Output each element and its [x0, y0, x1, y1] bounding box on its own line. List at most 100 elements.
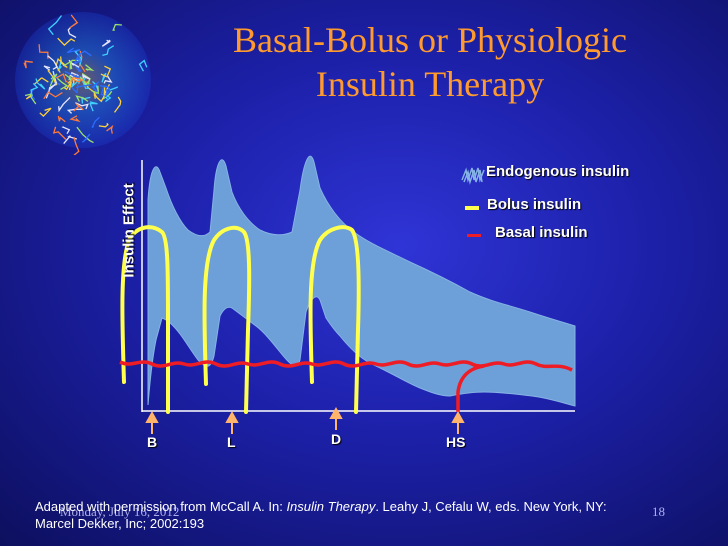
logo-strand — [57, 115, 66, 123]
logo-strand — [66, 108, 83, 114]
legend-bolus-label: Bolus insulin — [487, 196, 582, 213]
tick-label-b: B — [147, 434, 158, 450]
logo-strand — [47, 55, 58, 70]
title-line-2: Insulin Therapy — [315, 64, 545, 104]
logo-strand — [63, 81, 72, 91]
bolus-curve-breakfast — [120, 225, 170, 414]
citation-prefix: Adapted with permission from McCall A. I… — [35, 499, 287, 514]
logo-strand — [91, 81, 100, 93]
logo-strand — [113, 96, 122, 113]
logo-strand — [100, 65, 112, 78]
endogenous-insulin-area — [147, 155, 576, 407]
logo-strand — [35, 78, 46, 90]
logo-strand — [73, 63, 82, 73]
logo-strand — [24, 93, 37, 105]
logo-strand — [92, 81, 100, 97]
logo-strand — [71, 83, 79, 94]
logo-strand — [81, 133, 91, 143]
logo-strand — [38, 44, 49, 59]
legend-endogenous-swatch — [461, 167, 485, 185]
logo-strand — [94, 93, 105, 103]
logo-strand — [138, 59, 148, 72]
logo-strand — [85, 64, 95, 72]
logo-strand — [81, 72, 91, 88]
logo-strand — [64, 70, 80, 79]
logo-strand — [76, 126, 94, 144]
logo-strand — [91, 85, 100, 95]
meal-arrows — [145, 406, 465, 434]
logo-strand — [43, 91, 63, 100]
logo-strand — [70, 77, 84, 86]
tick-label-d: D — [331, 431, 342, 447]
bolus-curve-lunch — [202, 225, 252, 414]
logo-strand — [66, 47, 80, 54]
logo-strand — [47, 15, 63, 36]
footer-date: Monday, July 16, 2012 — [60, 504, 180, 519]
arrow-lunch — [225, 410, 239, 434]
logo-strand — [43, 65, 51, 71]
basal-insulin-hs-dose — [456, 364, 485, 412]
citation-suffix: . Leahy J, Cefalu W, eds. New York, NY: — [375, 499, 607, 514]
slide-title: Basal-Bolus or Physiologic Insulin Thera… — [160, 18, 700, 106]
logo-strand — [30, 82, 39, 97]
y-axis-label: Insulin Effect — [120, 183, 138, 278]
logo-strand — [103, 76, 113, 84]
basal-insulin-line — [119, 360, 573, 372]
logo-strand — [57, 59, 62, 72]
insulin-molecule-logo — [15, 12, 151, 155]
citation-line-2: Marcel Dekker, Inc; 2002:193 — [35, 516, 205, 531]
logo-strand — [34, 77, 49, 85]
logo-strand — [73, 55, 81, 65]
logo-strand — [75, 102, 89, 110]
legend-endogenous-label: Endogenous insulin — [486, 163, 630, 180]
title-line-1: Basal-Bolus or Physiologic — [233, 20, 627, 60]
legend-bolus-swatch — [465, 206, 479, 210]
logo-strand — [73, 136, 80, 155]
logo-strand — [52, 126, 67, 140]
bolus-insulin-curves — [120, 225, 361, 414]
logo-strand — [82, 73, 91, 80]
logo-strand — [106, 124, 114, 134]
logo-strand — [101, 39, 111, 47]
logo-strand — [82, 76, 90, 89]
logo-strand — [99, 85, 111, 98]
logo-strand — [49, 73, 58, 87]
logo-strand — [112, 23, 122, 31]
citation-book-title: Insulin Therapy — [286, 499, 376, 514]
logo-strand — [57, 37, 76, 47]
logo-strand — [69, 115, 81, 123]
logo-strand — [75, 83, 93, 89]
logo-strand — [98, 122, 109, 128]
arrow-hs — [451, 410, 465, 434]
logo-strand — [67, 26, 77, 39]
tick-label-hs: HS — [446, 434, 466, 450]
logo-strand — [58, 96, 71, 113]
logo-strand — [55, 73, 68, 83]
logo-strand — [39, 107, 52, 118]
logo-strand — [56, 77, 69, 90]
logo-strand — [102, 45, 115, 57]
logo-strand — [61, 126, 71, 135]
bolus-curve-dinner — [308, 225, 361, 414]
logo-strand — [73, 103, 84, 112]
citation: Adapted with permission from McCall A. I… — [35, 498, 675, 532]
logo-strand — [23, 60, 33, 69]
arrow-breakfast — [145, 410, 159, 434]
logo-strand — [55, 57, 66, 73]
logo-strand — [101, 72, 107, 83]
legend-basal-label: Basal insulin — [495, 224, 588, 241]
tick-label-l: L — [227, 434, 236, 450]
logo-strand — [49, 70, 58, 90]
arrow-dinner — [329, 406, 343, 430]
logo-strand — [89, 101, 98, 112]
logo-strand — [69, 14, 79, 29]
page-number: 18 — [652, 504, 665, 519]
logo-strand — [75, 95, 89, 102]
logo-strand — [78, 50, 92, 63]
logo-strand — [104, 93, 112, 103]
logo-strand — [63, 135, 77, 145]
logo-strand — [91, 116, 100, 129]
logo-strand — [69, 62, 73, 70]
legend-basal-swatch — [467, 234, 481, 237]
